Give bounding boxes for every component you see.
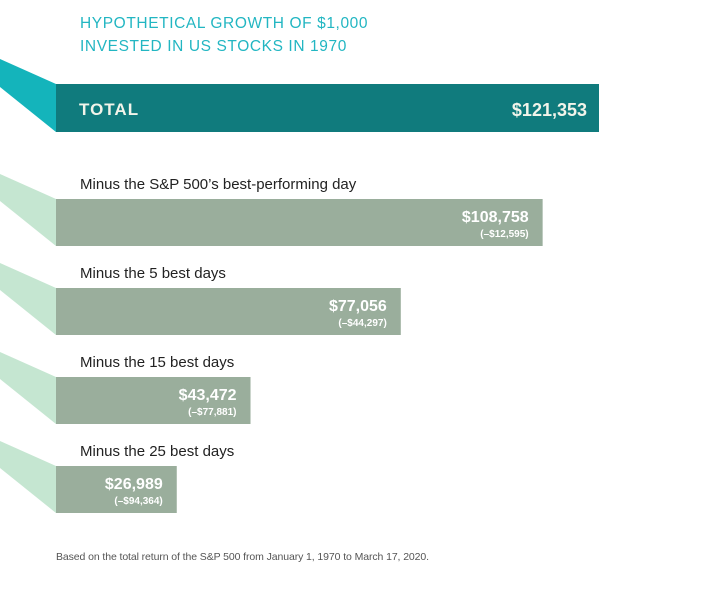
footnote: Based on the total return of the S&P 500…	[56, 551, 429, 563]
bar-difference-label-3: (–$77,881)	[188, 407, 236, 418]
bar-wedge-2	[0, 263, 56, 335]
bar-value-label-4: $26,989	[105, 476, 163, 493]
chart-title-line-1: HYPOTHETICAL GROWTH OF $1,000	[80, 15, 369, 32]
bar-category-label-1: Minus the S&P 500’s best-performing day	[80, 176, 357, 193]
bar-category-label-3: Minus the 15 best days	[80, 354, 234, 371]
bar-4	[56, 466, 177, 513]
bar-difference-label-1: (–$12,595)	[480, 229, 528, 240]
bar-category-label-4: Minus the 25 best days	[80, 443, 234, 460]
bar-value-label-1: $108,758	[462, 209, 529, 226]
bar-value-label-2: $77,056	[329, 298, 387, 315]
bar-category-label-2: Minus the 5 best days	[80, 265, 226, 282]
bar-wedge-4	[0, 441, 56, 513]
bar-3	[56, 377, 251, 424]
total-value-label: $121,353	[512, 100, 587, 120]
bar-difference-label-4: (–$94,364)	[114, 496, 162, 507]
chart-title-line-2: INVESTED IN US STOCKS IN 1970	[80, 38, 347, 55]
bar-value-label-3: $43,472	[179, 387, 237, 404]
total-bar	[56, 84, 599, 132]
bar-wedge-1	[0, 174, 56, 246]
bar-2	[56, 288, 401, 335]
total-label: TOTAL	[79, 100, 139, 119]
bar-1	[56, 199, 543, 246]
total-bar-wedge	[0, 59, 56, 132]
bar-difference-label-2: (–$44,297)	[338, 318, 386, 329]
bar-wedge-3	[0, 352, 56, 424]
